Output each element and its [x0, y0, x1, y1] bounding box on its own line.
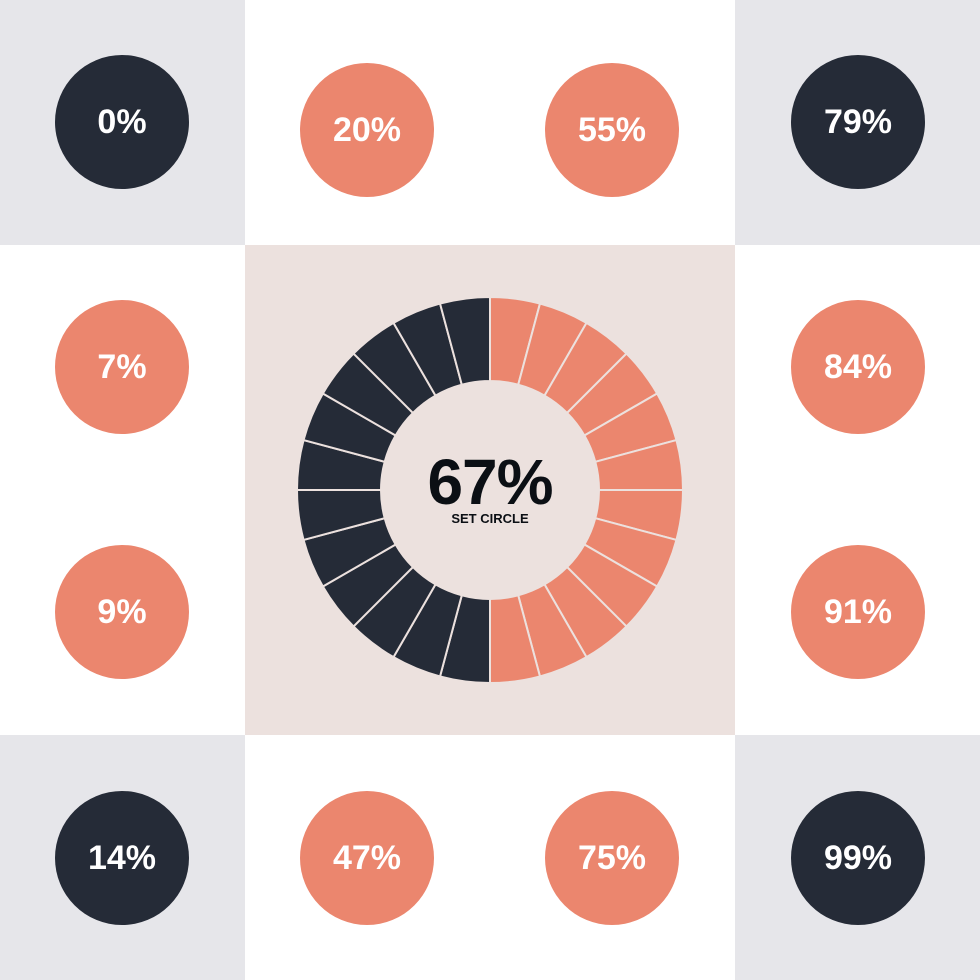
percent-label: 84%	[823, 347, 893, 386]
percent-circle-91: 91%	[791, 545, 925, 679]
percent-circle-9: 9%	[55, 545, 189, 679]
percent-circle-47: 47%	[300, 791, 434, 925]
percent-label: 55%	[577, 110, 647, 149]
percent-label: 47%	[332, 838, 402, 877]
percent-circle-14: 14%	[55, 791, 189, 925]
segmented-progress-ring	[295, 295, 685, 685]
main-caption: SET CIRCLE	[451, 511, 529, 526]
percent-circle-75: 75%	[545, 791, 679, 925]
main-percent-value: 67%	[427, 446, 553, 518]
percent-label: 14%	[87, 838, 157, 877]
percent-circle-20: 20%	[300, 63, 434, 197]
percent-label: 0%	[97, 102, 147, 141]
percent-circle-84: 84%	[791, 300, 925, 434]
percent-circle-55: 55%	[545, 63, 679, 197]
percent-label: 75%	[577, 838, 647, 877]
percent-label: 20%	[332, 110, 402, 149]
percent-label: 91%	[823, 592, 893, 631]
percent-label: 99%	[823, 838, 893, 877]
percent-label: 7%	[97, 347, 147, 386]
percent-circle-99: 99%	[791, 791, 925, 925]
percent-circle-0: 0%	[55, 55, 189, 189]
percent-circle-79: 79%	[791, 55, 925, 189]
ring-segment	[438, 295, 491, 386]
percent-circle-7: 7%	[55, 300, 189, 434]
percent-label: 79%	[823, 102, 893, 141]
percent-label: 9%	[97, 592, 147, 631]
